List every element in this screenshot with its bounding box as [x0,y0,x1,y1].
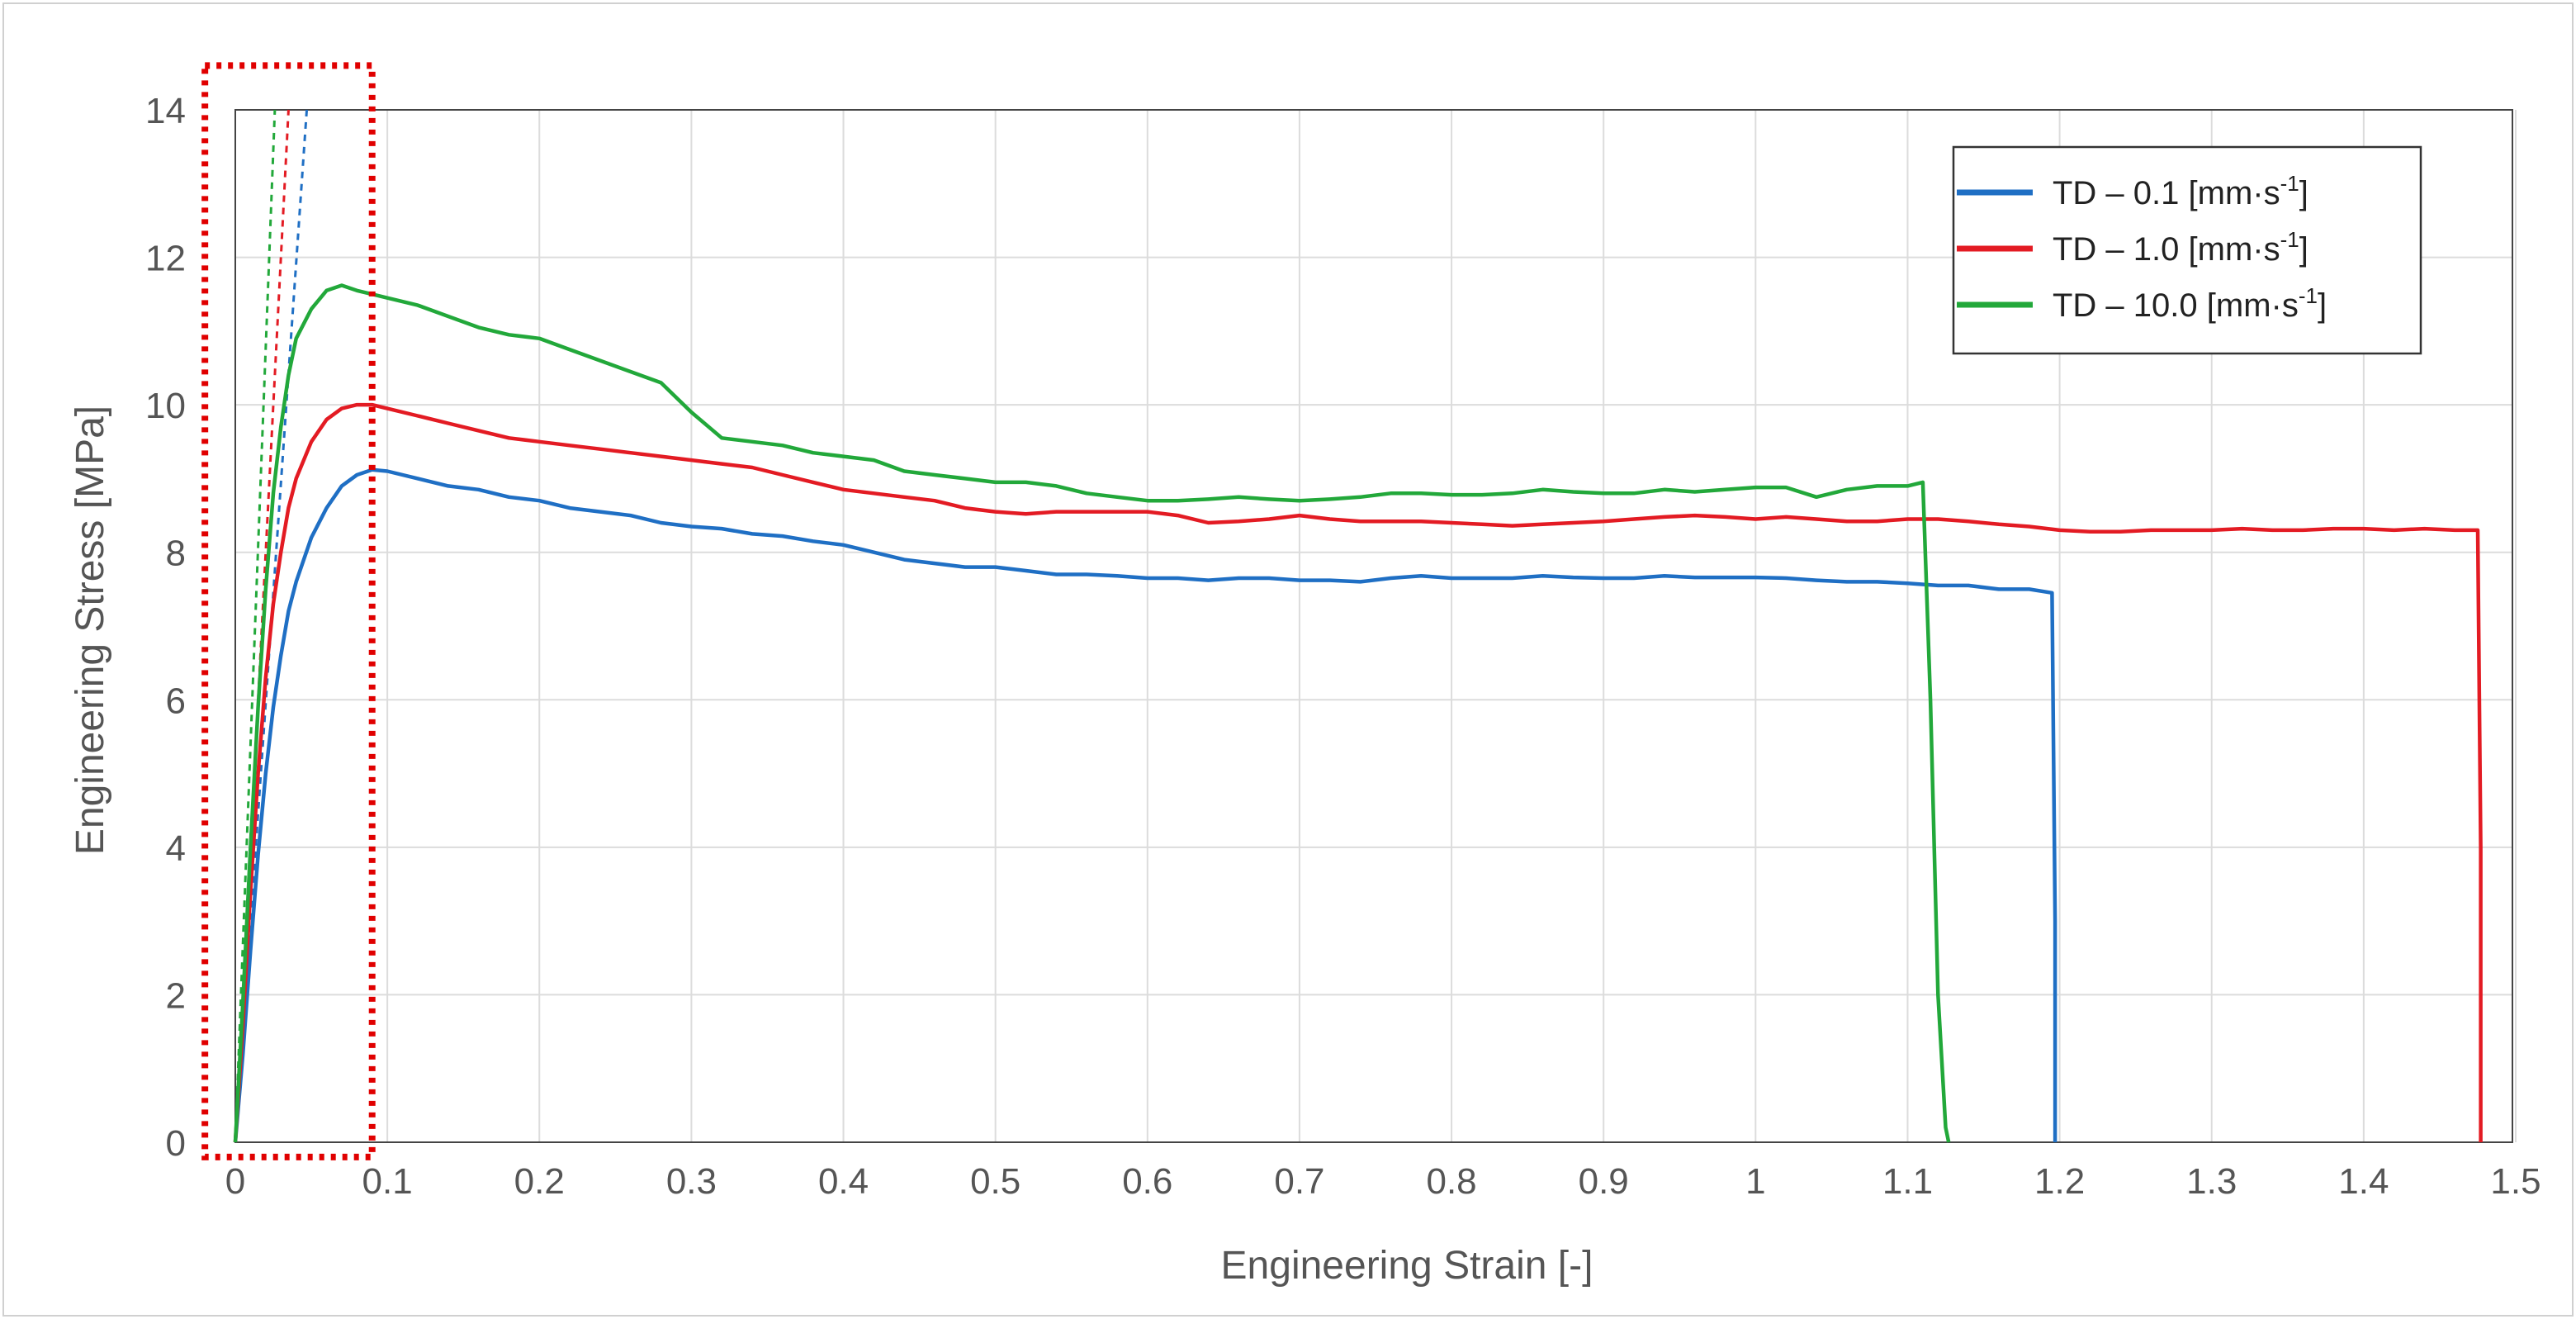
y-tick-label: 0 [166,1123,186,1164]
x-tick-label: 0 [225,1161,245,1202]
x-tick-label: 0.3 [666,1161,717,1202]
x-tick-label: 0.5 [970,1161,1020,1202]
x-axis-title: Engineering Strain [-] [1221,1244,1593,1288]
y-tick-label: 6 [166,681,186,721]
y-tick-label: 12 [145,239,186,279]
y-tick-label: 14 [145,91,186,131]
x-tick-label: 0.8 [1426,1161,1476,1202]
series-line-1 [233,467,2057,1143]
series-lines [233,283,2483,1143]
highlight-box [201,62,376,1160]
elastic-guide-line [234,109,277,1143]
x-tick-label: 0.7 [1274,1161,1324,1202]
legend-entry-label: TD – 10.0 [mm·s-1] [2053,283,2327,324]
legend-entry-label: TD – 0.1 [mm·s-1] [2053,171,2308,211]
y-tick-label: 10 [145,386,186,426]
x-tick-label: 1.3 [2186,1161,2237,1202]
y-axis-title: Engineering Stress [MPa] [69,406,112,855]
series-line-3 [233,283,1951,1143]
x-tick-label: 1.5 [2490,1161,2540,1202]
x-tick-label: 1 [1745,1161,1765,1202]
plot-area-frame [234,109,2513,1143]
x-tick-label: 1.2 [2034,1161,2085,1202]
x-tick-label: 1.1 [1882,1161,1933,1202]
elastic-guide-lines [234,109,309,1143]
x-tick-labels: 0 0.1 0.2 0.3 0.4 0.5 0.6 0.7 0.8 0.9 1 1.1 1.2 1.3 1.… [225,1161,2541,1202]
series-line-2 [233,402,2483,1143]
x-tick-label: 0.9 [1579,1161,1629,1202]
y-tick-label: 4 [166,828,186,869]
x-tick-label: 0.2 [514,1161,565,1202]
y-tick-label: 2 [166,975,186,1016]
legend: TD – 0.1 [mm·s-1] TD – 1.0 [mm·s-1] TD – 1… [1952,145,2422,355]
y-tick-labels: 0 2 4 6 8 10 12 14 [145,91,186,1164]
x-tick-label: 0.6 [1122,1161,1172,1202]
x-tick-label: 0.1 [362,1161,413,1202]
y-tick-label: 8 [166,534,186,574]
legend-entry-label: TD – 1.0 [mm·s-1] [2053,227,2308,268]
x-tick-label: 0.4 [818,1161,869,1202]
x-tick-label: 1.4 [2338,1161,2389,1202]
